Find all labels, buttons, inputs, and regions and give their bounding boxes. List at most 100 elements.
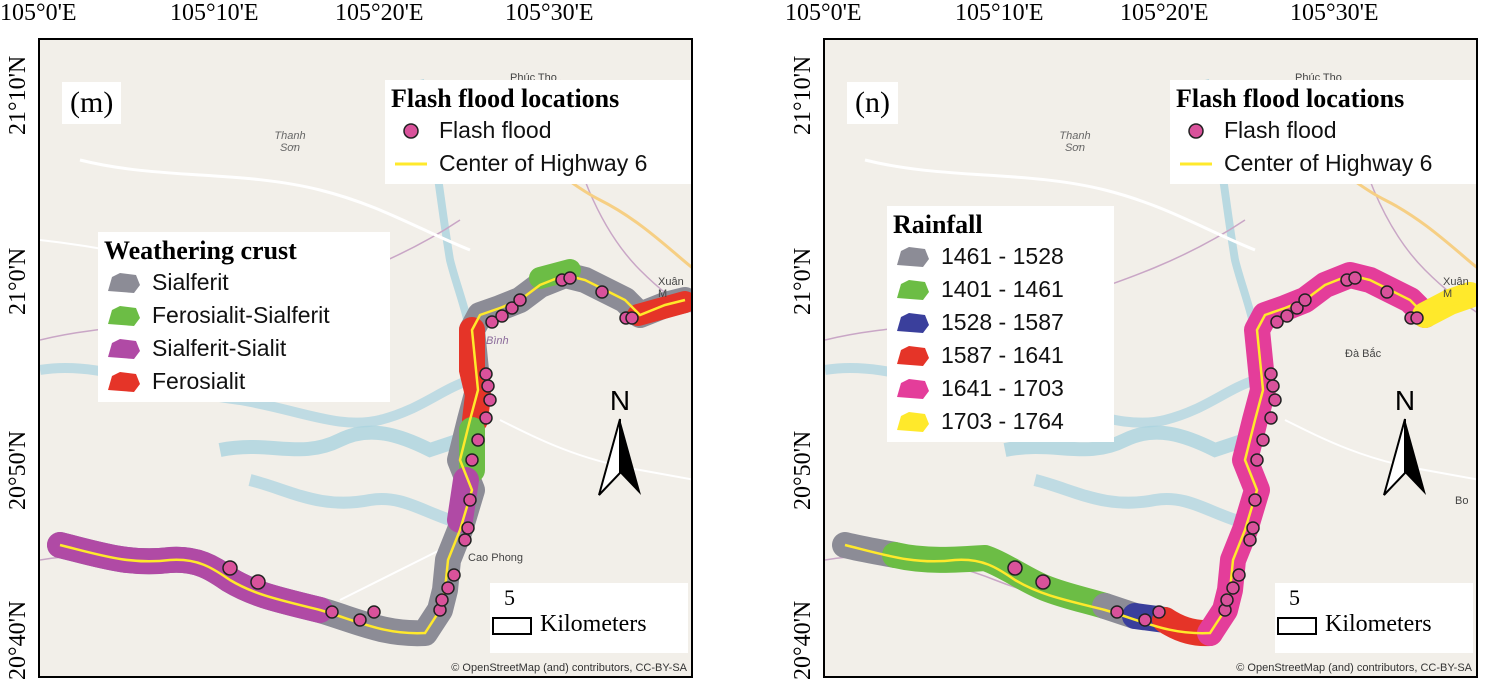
patch-icon [104,270,144,296]
legend-title: Rainfall [893,210,983,239]
highway-6-line [844,273,1471,635]
panel-tag: (n) [847,82,898,124]
place-thanh-son: Thanh Sơn [274,130,306,154]
lat-tick-3: 20°40'N [5,600,31,680]
map-frame[interactable]: Thanh Sơn Phúc Thọ Xuân M Đà Bắc Bo (n) … [823,38,1478,678]
yellow-line-icon [391,151,431,177]
yellow-line-icon [1176,151,1216,177]
legend-label: Center of Highway 6 [439,150,648,176]
legend-item: Ferosialit [104,365,384,398]
scale-bar-box [492,617,532,635]
patch-icon [104,303,144,329]
legend-label: Center of Highway 6 [1224,150,1433,176]
lat-tick-1: 21°0'N [790,247,816,315]
north-letter: N [609,385,631,416]
lon-tick-1: 105°10'E [955,0,1044,26]
lat-tick-1: 21°0'N [5,247,31,315]
lat-tick-3: 20°40'N [790,600,816,680]
legend-item: 1401 - 1461 [893,273,1108,306]
legend-item-flash-flood: Flash flood [391,114,691,147]
legend-label: Sialferit-Sialit [152,335,287,361]
patch-icon [893,376,933,402]
lon-tick-3: 105°30'E [505,0,594,26]
north-letter: N [1394,385,1416,416]
legend-title: Weathering crust [104,236,297,265]
place-cao-phong: Cao Phong [468,552,524,564]
place-bo: Bo [1455,495,1469,507]
patch-icon [104,369,144,395]
lon-tick-3: 105°30'E [1290,0,1379,26]
pink-circle-icon [391,118,431,144]
lon-tick-0: 105°0'E [785,0,862,26]
legend-label: Sialferit [152,269,229,295]
legend-label: 1528 - 1587 [941,309,1064,335]
legend-item: 1587 - 1641 [893,339,1108,372]
flash-flood-legend: Flash flood locations Flash flood Center… [1170,80,1476,184]
legend-label: Flash flood [439,117,552,143]
legend-label: Flash flood [1224,117,1337,143]
lon-tick-1: 105°10'E [170,0,259,26]
rainfall-buffer [832,262,1476,647]
legend-label: 1641 - 1703 [941,375,1064,401]
weathering-crust-legend: Weathering crust Sialferit Ferosialit-Si… [98,232,390,402]
place-binh: Bình [486,335,509,347]
panel-tag: (m) [62,82,122,124]
scale-bar: 5 Kilometers [490,583,688,653]
patch-icon [893,244,933,270]
north-arrow: N [1380,385,1430,502]
lat-tick-2: 20°50'N [790,430,816,510]
flash-flood-points [222,271,639,627]
legend-label: Ferosialit-Sialferit [152,302,330,328]
legend-item: 1641 - 1703 [893,372,1108,405]
legend-title: Flash flood locations [391,84,620,113]
scale-bar: 5 Kilometers [1275,583,1473,653]
legend-title: Flash flood locations [1176,84,1405,113]
legend-item: Ferosialit-Sialferit [104,299,384,332]
legend-label: 1461 - 1528 [941,243,1064,269]
attribution: © OpenStreetMap (and) contributors, CC-B… [1236,662,1472,674]
scale-value: 5 [1289,585,1300,610]
lat-tick-0: 21°10'N [790,55,816,135]
flash-flood-legend: Flash flood locations Flash flood Center… [385,80,691,184]
lon-tick-2: 105°20'E [1120,0,1209,26]
legend-label: Ferosialit [152,368,246,394]
north-arrow-icon [1383,418,1426,496]
place-da-bac: Đà Bắc [1345,348,1382,360]
place-thanh-son: Thanh Sơn [1059,130,1091,154]
lat-tick-2: 20°50'N [5,430,31,510]
legend-item: Sialferit [104,266,384,299]
legend-item: 1703 - 1764 [893,405,1108,438]
place-xuan-mai: Xuân M [658,276,684,300]
legend-item-flash-flood: Flash flood [1176,114,1476,147]
legend-item-highway: Center of Highway 6 [391,147,691,180]
north-arrow-icon [598,418,641,496]
legend-label: 1703 - 1764 [941,408,1064,434]
legend-label: 1401 - 1461 [941,276,1064,302]
legend-item: 1528 - 1587 [893,306,1108,339]
north-arrow: N [595,385,645,502]
scale-value: 5 [504,585,515,610]
patch-icon [893,409,933,435]
pink-circle-icon [1176,118,1216,144]
scale-unit: Kilometers [1325,611,1432,637]
scale-unit: Kilometers [540,611,647,637]
legend-item-highway: Center of Highway 6 [1176,147,1476,180]
patch-icon [893,310,933,336]
map-panel-m: 105°0'E 105°10'E 105°20'E 105°30'E 21°10… [0,0,735,687]
map-frame[interactable]: Thanh Sơn Phúc Thọ Xuân M Bình Cao Phong… [38,38,693,678]
crust-buffer [47,259,691,647]
lon-tick-2: 105°20'E [335,0,424,26]
highway-6-line [59,273,686,635]
rainfall-legend: Rainfall 1461 - 1528 1401 - 1461 1528 - … [887,206,1114,442]
lon-tick-0: 105°0'E [0,0,77,26]
map-panel-n: 105°0'E 105°10'E 105°20'E 105°30'E 21°10… [785,0,1500,687]
place-xuan-mai: Xuân M [1443,276,1469,300]
patch-icon [104,336,144,362]
flash-flood-points [1007,271,1424,627]
legend-item: Sialferit-Sialit [104,332,384,365]
attribution: © OpenStreetMap (and) contributors, CC-B… [451,662,687,674]
legend-item: 1461 - 1528 [893,240,1108,273]
scale-bar-box [1277,617,1317,635]
lat-tick-0: 21°10'N [5,55,31,135]
patch-icon [893,343,933,369]
